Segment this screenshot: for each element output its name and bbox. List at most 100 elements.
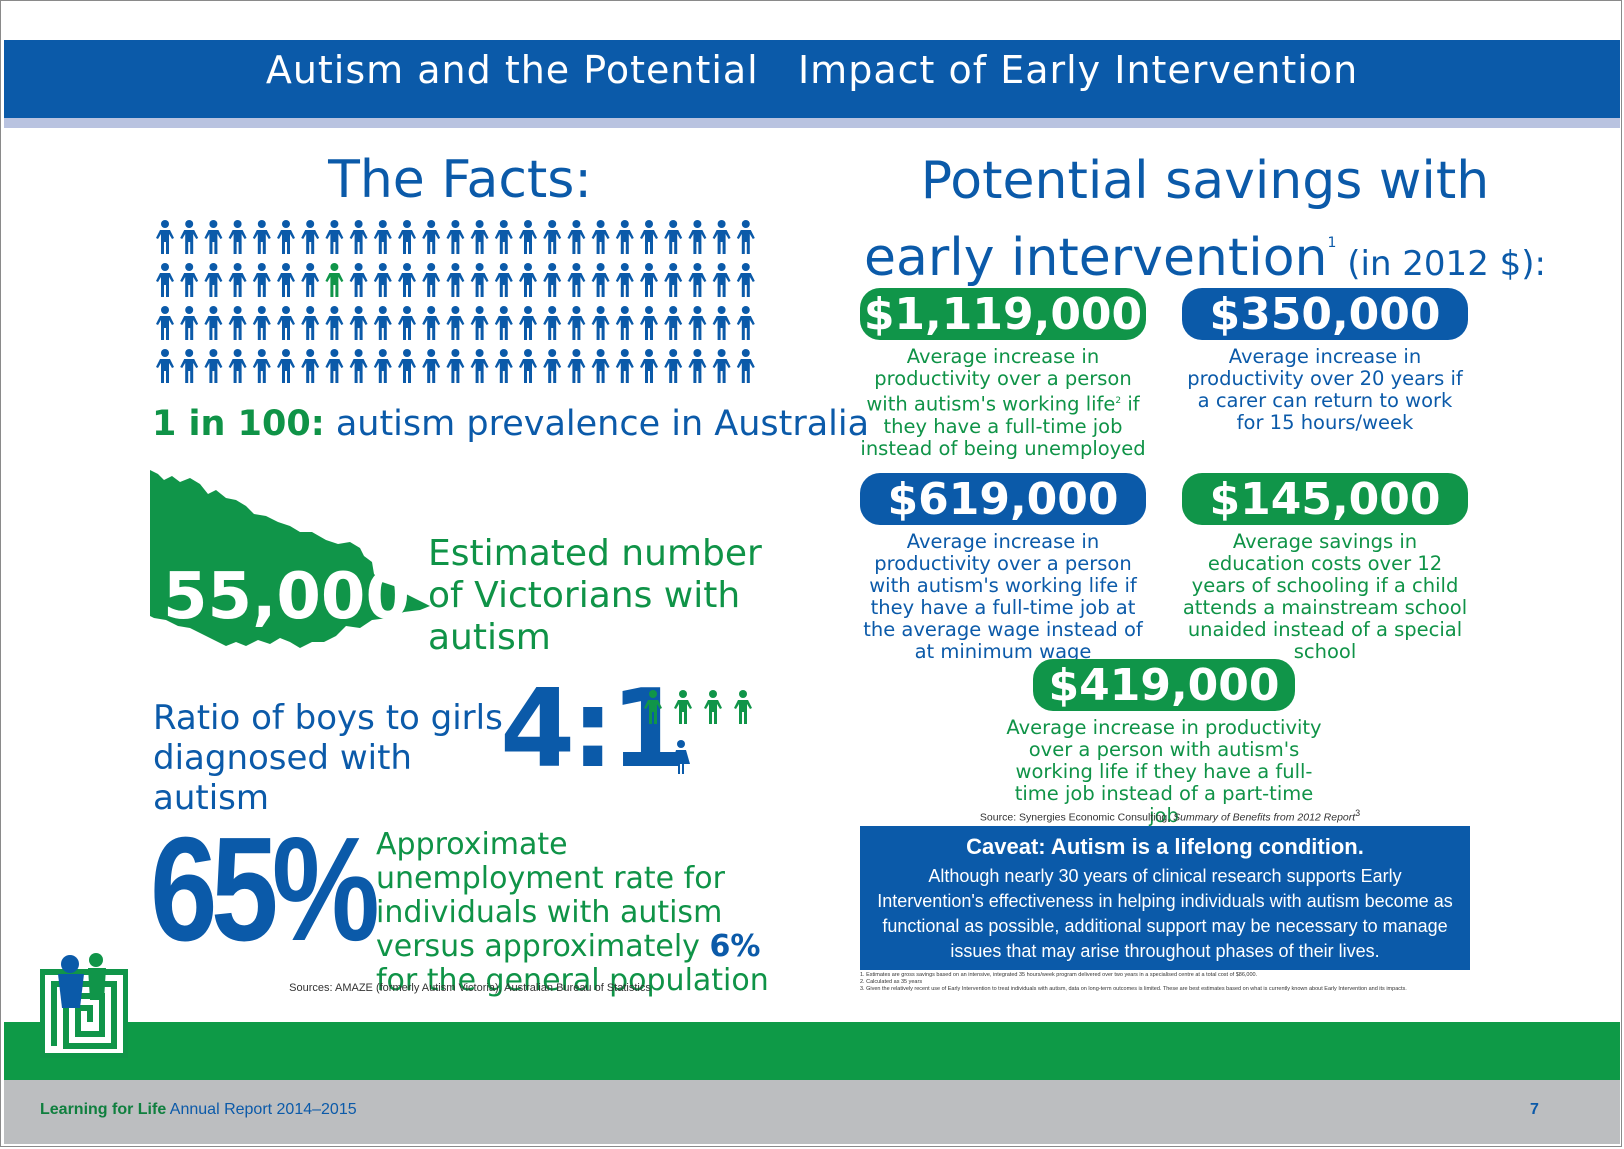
footer-gray-band	[4, 1080, 1620, 1144]
person-icon	[615, 263, 634, 297]
person-icon	[470, 306, 489, 340]
person-icon	[349, 220, 368, 254]
victoria-count: 55,000	[163, 560, 410, 634]
person-icon	[180, 349, 199, 383]
person-icon	[712, 263, 731, 297]
person-icon	[567, 349, 586, 383]
title-bar-stripe	[4, 118, 1620, 128]
person-icon	[204, 349, 223, 383]
ratio-caption: Ratio of boys to girls diagnosed with au…	[153, 698, 503, 818]
title-bar	[4, 40, 1620, 118]
maze-logo-icon	[40, 953, 128, 1058]
person-icon	[640, 306, 658, 340]
ratio-people-icon	[644, 690, 752, 774]
footnotes: 1. Estimates are gross savings based on …	[860, 972, 1480, 993]
person-icon	[325, 220, 344, 254]
saving-desc-2: Average increase in productivity over 20…	[1187, 345, 1463, 434]
caveat-box: Caveat: Autism is a lifelong condition. …	[860, 826, 1470, 970]
person-icon	[615, 306, 634, 340]
footer-green-band	[4, 1022, 1620, 1080]
person-icon	[543, 263, 562, 297]
footnote-1: 1. Estimates are gross savings based on …	[860, 972, 1258, 978]
person-icon	[349, 349, 368, 383]
person-icon	[277, 349, 295, 383]
person-icon	[591, 349, 610, 383]
person-icon	[325, 349, 344, 383]
saving-desc-1-text: Average increase in productivity over a …	[866, 345, 1132, 416]
person-icon	[228, 349, 247, 383]
footnote-2: 2. Calculated as 35 years	[860, 979, 923, 985]
saving-amount-5: $419,000	[1033, 659, 1295, 711]
unemployment-caption-text: Approximate unemployment rate for indivi…	[376, 827, 725, 964]
unemployment-value: 65%	[150, 807, 380, 972]
person-icon	[446, 263, 465, 297]
person-icon	[422, 349, 441, 383]
person-icon	[373, 349, 392, 383]
person-icon	[494, 263, 513, 297]
person-icon	[156, 349, 174, 383]
person-icon	[494, 349, 513, 383]
person-icon	[615, 220, 634, 254]
person-icon	[422, 220, 441, 254]
saving-amount-3: $619,000	[860, 473, 1146, 525]
person-icon	[398, 349, 416, 383]
saving-amount-4: $145,000	[1182, 473, 1468, 525]
person-icon	[591, 220, 610, 254]
person-icon	[712, 349, 731, 383]
saving-amount-1: $1,119,000	[860, 288, 1146, 340]
saving-desc-1-footnote: 2	[1115, 396, 1122, 406]
person-icon	[567, 263, 586, 297]
unemployment-caption: Approximate unemployment rate for indivi…	[376, 828, 796, 998]
caveat-body: Although nearly 30 years of clinical res…	[877, 866, 1453, 961]
person-icon	[640, 220, 658, 254]
saving-desc-4: Average savings in education costs over …	[1182, 530, 1468, 663]
person-icon	[470, 263, 489, 297]
person-icon	[688, 263, 707, 297]
person-icon	[446, 220, 465, 254]
person-icon	[494, 220, 513, 254]
person-icon	[301, 220, 320, 254]
person-icon	[664, 306, 683, 340]
person-icon	[277, 306, 295, 340]
person-icon	[736, 306, 755, 340]
person-icon	[640, 349, 658, 383]
person-icon	[373, 263, 392, 297]
footnote-3: 3. Given the relatively recent use of Ea…	[860, 986, 1407, 992]
person-icon	[712, 220, 731, 254]
people-grid-icon	[156, 220, 755, 383]
page-title: Autism and the Potential Impact of Early…	[265, 48, 1359, 92]
person-icon	[180, 306, 199, 340]
general-rate-highlight: 6%	[709, 929, 761, 964]
person-icon	[543, 220, 562, 254]
savings-heading: Potential savings with early interventio…	[830, 150, 1580, 295]
person-icon	[301, 306, 320, 340]
savings-heading-unit: (in 2012 $):	[1336, 244, 1546, 284]
person-icon	[252, 220, 271, 254]
person-icon	[301, 263, 320, 297]
girl-person-icon	[672, 740, 690, 774]
footer-brand: Learning for Life	[40, 1101, 167, 1118]
person-icon	[156, 263, 174, 297]
saving-desc-3: Average increase in productivity over a …	[863, 530, 1143, 663]
person-icon	[736, 349, 755, 383]
person-icon	[712, 306, 731, 340]
person-icon	[228, 263, 247, 297]
person-icon	[470, 220, 489, 254]
caveat-title: Caveat: Autism is a lifelong condition.	[966, 834, 1364, 859]
person-icon	[664, 349, 683, 383]
prevalence-text: autism prevalence in Australia	[324, 404, 870, 444]
unemployment-caption-end: for the general population	[376, 963, 769, 998]
person-icon	[325, 263, 344, 297]
saving-desc-5: Average increase in productivity over a …	[1006, 716, 1322, 827]
person-icon	[519, 220, 537, 254]
savings-source-footnote: 3	[1355, 808, 1361, 818]
person-icon	[446, 349, 465, 383]
person-icon	[349, 306, 368, 340]
saving-amount-2: $350,000	[1182, 288, 1468, 340]
person-icon	[398, 306, 416, 340]
facts-sources: Sources: AMAZE (formerly Autism Victoria…	[289, 982, 651, 994]
person-icon	[252, 306, 271, 340]
person-icon	[543, 349, 562, 383]
saving-desc-1: Average increase in productivity over a …	[860, 346, 1146, 460]
person-icon	[204, 263, 223, 297]
